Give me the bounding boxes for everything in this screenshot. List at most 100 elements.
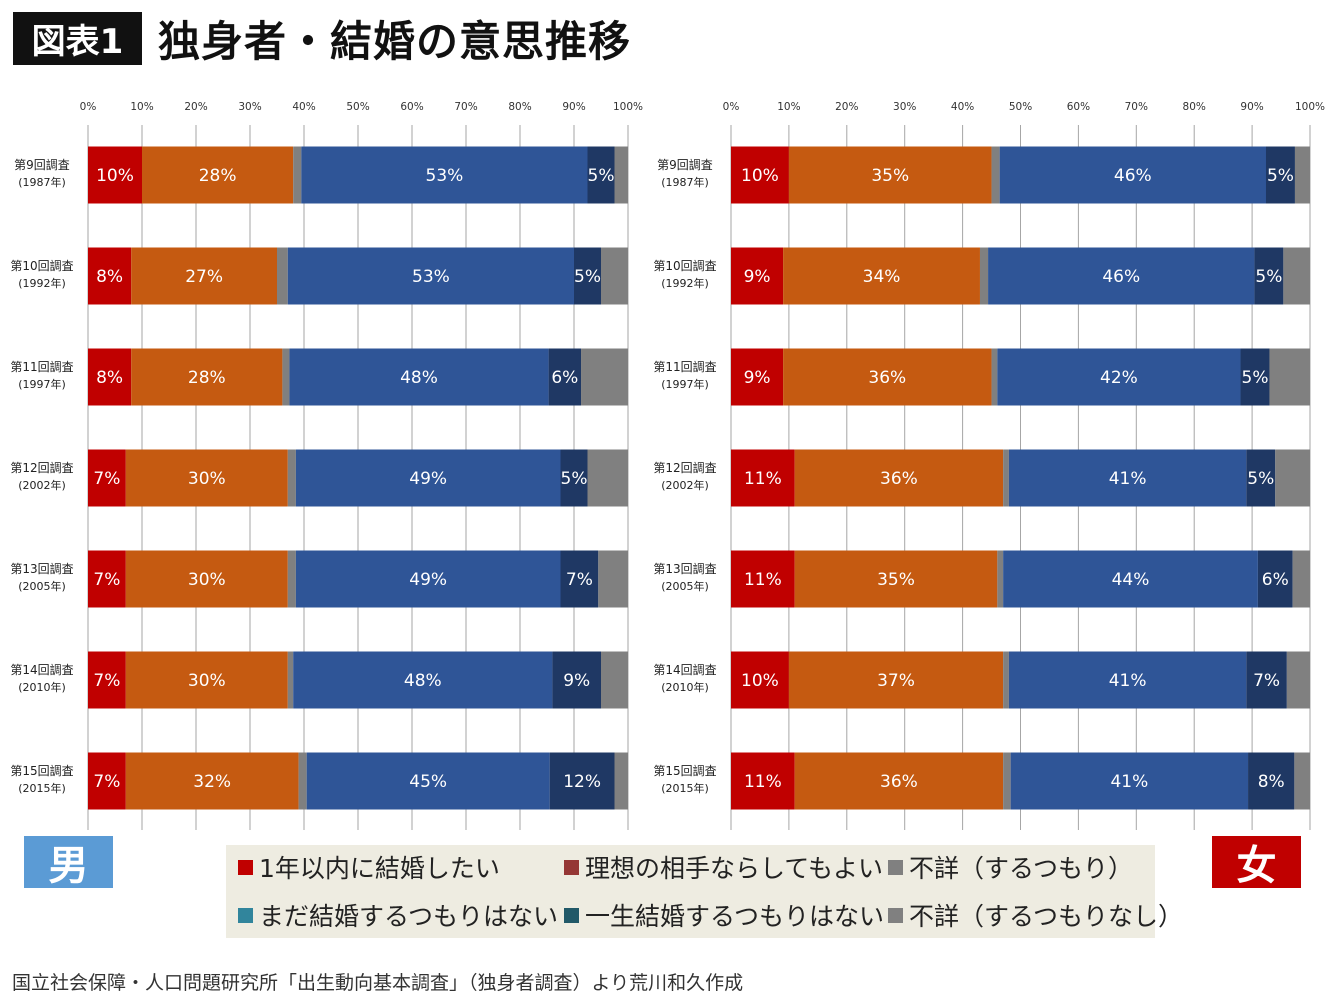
source-note: 国立社会保障・人口問題研究所「出生動向基本調査」（独身者調査）より荒川和久作成	[12, 972, 744, 994]
data-label: 9%	[744, 267, 771, 287]
data-label: 5%	[1267, 166, 1294, 186]
data-label: 5%	[588, 166, 615, 186]
chart-panel-female: 0% 10% 20% 30% 40% 50% 60% 70% 80% 90% 100% 第9回調査 (1…	[653, 101, 1325, 830]
category-label: (2015年)	[18, 781, 66, 795]
category-label: (1997年)	[18, 377, 66, 391]
bar-segment	[788, 651, 1004, 709]
data-label: 7%	[566, 570, 593, 590]
data-label: 41%	[1109, 671, 1147, 691]
bar-segment	[731, 146, 789, 204]
data-label: 49%	[409, 469, 447, 489]
bar-segment	[1292, 550, 1310, 608]
data-label: 7%	[93, 469, 120, 489]
legend-swatch	[238, 859, 253, 875]
data-label: 5%	[1247, 469, 1274, 489]
category-label: (2005年)	[18, 579, 66, 593]
data-label: 45%	[409, 772, 447, 792]
legend-item: まだ結婚するつもりはない	[238, 897, 558, 933]
legend-label: 不詳（するつもりなし）	[909, 902, 1184, 931]
category-label: 第11回調査	[653, 360, 716, 374]
data-label: 12%	[563, 772, 601, 792]
x-tick-label: 60%	[1067, 101, 1090, 113]
bar-segment	[560, 550, 599, 608]
data-label: 27%	[185, 267, 223, 287]
data-label: 46%	[1114, 166, 1152, 186]
bar-segment	[282, 348, 290, 406]
x-tick-label: 0%	[723, 101, 740, 113]
category-label: (1987年)	[18, 175, 66, 189]
x-tick-label: 10%	[130, 101, 153, 113]
data-label: 7%	[1253, 671, 1280, 691]
legend-label: 1年以内に結婚したい	[259, 854, 500, 883]
x-tick-label: 50%	[1009, 101, 1032, 113]
bar-segment	[1265, 146, 1295, 204]
data-label: 7%	[93, 570, 120, 590]
bar-segment	[1275, 449, 1310, 507]
bar-segment	[131, 348, 283, 406]
category-label: (2010年)	[18, 680, 66, 694]
data-label: 42%	[1100, 368, 1138, 388]
category-label: 第10回調査	[10, 259, 73, 273]
chart-area: 0% 10% 20% 30% 40% 50% 60% 70% 80% 90% 100% 第9回調査 (1…	[10, 101, 1325, 830]
bar-segment	[614, 752, 628, 810]
bar-segment	[581, 348, 628, 406]
data-label: 53%	[426, 166, 464, 186]
x-tick-label: 70%	[454, 101, 477, 113]
bar-segment	[997, 550, 1004, 608]
data-label: 37%	[877, 671, 915, 691]
bar-segment	[287, 651, 294, 709]
bar-segment	[598, 550, 628, 608]
female-label: 女	[1212, 836, 1301, 889]
bar-segment	[88, 348, 132, 406]
bar-segment	[88, 752, 126, 810]
bar-segment	[277, 247, 288, 305]
bar-segment	[991, 348, 998, 406]
data-label: 8%	[96, 368, 123, 388]
bar-segment	[988, 247, 1255, 305]
bar-segment	[1003, 550, 1258, 608]
x-tick-label: 50%	[346, 101, 369, 113]
category-label: 第12回調査	[653, 461, 716, 475]
page-title: 独身者・結婚の意思推移	[158, 17, 632, 66]
data-label: 5%	[561, 469, 588, 489]
bar-segment	[731, 752, 795, 810]
data-label: 9%	[563, 671, 590, 691]
data-label: 8%	[1258, 772, 1285, 792]
bar-segment	[1003, 449, 1009, 507]
category-label: 第12回調査	[10, 461, 73, 475]
bar-segment	[979, 247, 989, 305]
bar-segment	[1240, 348, 1270, 406]
data-label: 5%	[1242, 368, 1269, 388]
legend-swatch	[238, 907, 253, 923]
x-tick-label: 100%	[1295, 101, 1325, 113]
data-label: 10%	[741, 671, 779, 691]
data-label: 32%	[193, 772, 231, 792]
bar-segment	[587, 146, 615, 204]
x-tick-label: 80%	[508, 101, 531, 113]
data-label: 5%	[574, 267, 601, 287]
x-tick-label: 20%	[184, 101, 207, 113]
bar-segment	[125, 651, 288, 709]
legend-swatch	[564, 907, 579, 923]
data-label: 30%	[188, 671, 226, 691]
category-label: 第14回調査	[653, 663, 716, 677]
data-label: 30%	[188, 469, 226, 489]
bar-segment	[1269, 348, 1310, 406]
bar-segment	[783, 348, 992, 406]
x-tick-label: 30%	[238, 101, 261, 113]
data-label: 41%	[1110, 772, 1148, 792]
category-label: (1992年)	[18, 276, 66, 290]
bar-segment	[1283, 247, 1310, 305]
bar-segment	[1254, 247, 1284, 305]
category-label: 第13回調査	[10, 562, 73, 576]
bar-segment	[601, 247, 628, 305]
category-label: 第10回調査	[653, 259, 716, 273]
bar-segment	[295, 550, 561, 608]
bar-segment	[88, 651, 126, 709]
bar-segment	[88, 550, 126, 608]
category-label: 第15回調査	[653, 764, 716, 778]
bar-segment	[301, 146, 588, 204]
data-label: 36%	[880, 469, 918, 489]
bar-segment	[125, 752, 299, 810]
category-label: (2002年)	[661, 478, 709, 492]
